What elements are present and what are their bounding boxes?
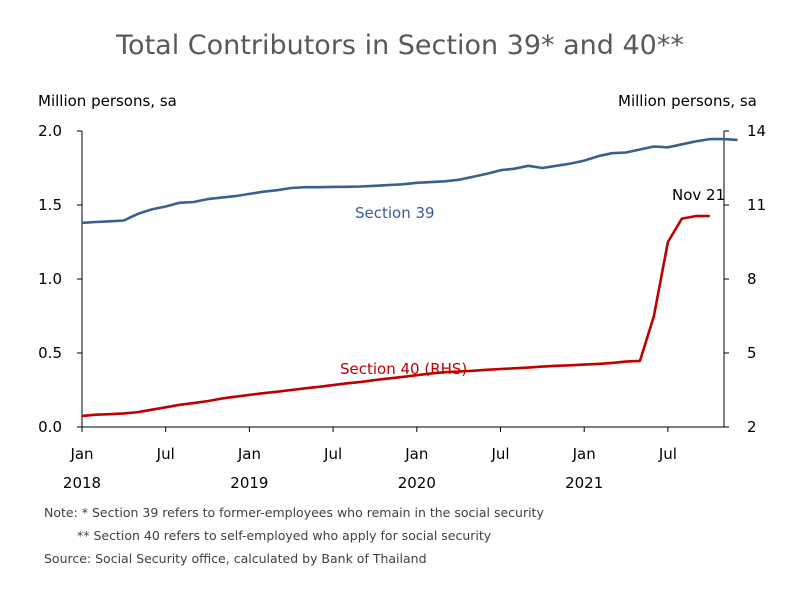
left-axis-unit-label: Million persons, sa: [38, 92, 177, 110]
right-axis-unit-label: Million persons, sa: [618, 92, 757, 110]
right-tick-label: 14: [747, 122, 766, 140]
note-section-40: ** Section 40 refers to self-employed wh…: [77, 528, 492, 543]
x-tick-label-month: Jan: [237, 445, 261, 463]
left-tick-label: 1.0: [38, 270, 62, 288]
x-tick-label-month: Jul: [156, 445, 175, 463]
chart-title: Total Contributors in Section 39* and 40…: [116, 30, 684, 61]
section-39-line: [81, 137, 738, 225]
nov-21-annotation: Nov 21: [672, 186, 725, 204]
right-tick-label: 11: [747, 196, 766, 214]
left-tick-label: 1.5: [38, 196, 62, 214]
left-tick-label: 0.5: [38, 344, 62, 362]
right-tick-label: 8: [747, 270, 757, 288]
x-tick-label-month: Jan: [404, 445, 428, 463]
right-tick-label: 5: [747, 344, 757, 362]
x-tick-label-year: 2018: [63, 474, 101, 492]
x-tick-label-year: 2019: [230, 474, 268, 492]
left-tick-label: 0.0: [38, 418, 62, 436]
left-tick-label: 2.0: [38, 122, 62, 140]
x-tick-label-month: Jul: [658, 445, 677, 463]
x-tick-label-month: Jul: [323, 445, 342, 463]
section-39-series-label: Section 39: [355, 204, 435, 222]
x-tick-label-year: 2020: [398, 474, 436, 492]
section-40-line: [81, 214, 710, 418]
note-section-39: Note: * Section 39 refers to former-empl…: [44, 505, 544, 520]
x-tick-label-month: Jan: [69, 445, 93, 463]
section-40-series-label: Section 40 (RHS): [340, 360, 467, 378]
right-tick-label: 2: [747, 418, 757, 436]
x-tick-label-year: 2021: [565, 474, 603, 492]
x-tick-label-month: Jan: [572, 445, 596, 463]
source-note: Source: Social Security office, calculat…: [44, 551, 427, 566]
x-tick-label-month: Jul: [490, 445, 509, 463]
